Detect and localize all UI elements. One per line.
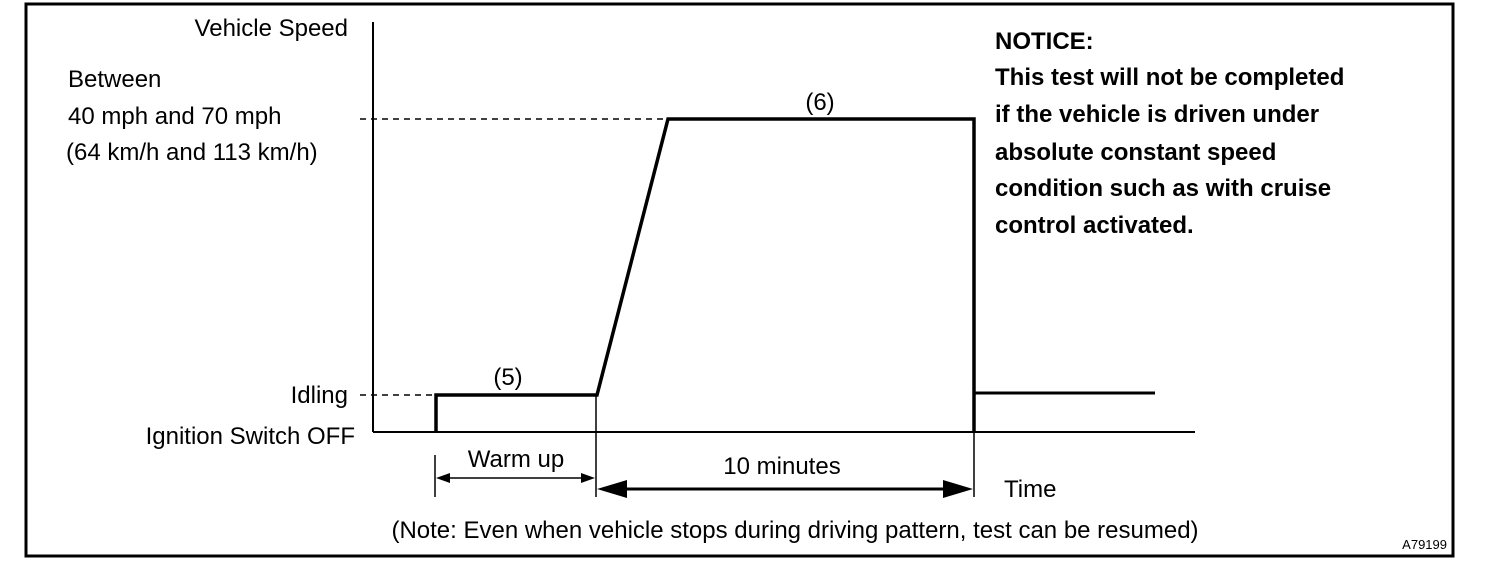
warmup-arrow-right	[581, 473, 595, 483]
warmup-arrow-left	[436, 473, 450, 483]
notice-line: condition such as with cruise	[995, 175, 1331, 202]
speed-level-line-3: (64 km/h and 113 km/h)	[66, 139, 318, 166]
step-5-label: (5)	[493, 364, 522, 391]
ten-min-arrow-right	[943, 480, 973, 498]
speed-level-line-1: Between	[68, 66, 161, 93]
x-axis-label: Time	[1004, 476, 1056, 503]
ten-min-arrow-left	[597, 480, 627, 498]
ignition-off-label: Ignition Switch OFF	[146, 423, 355, 450]
notice-line: This test will not be completed	[995, 64, 1344, 91]
ten-minutes-label: 10 minutes	[723, 453, 840, 480]
notice-line: absolute constant speed	[995, 139, 1276, 166]
y-axis-label: Vehicle Speed	[195, 15, 348, 42]
speed-profile	[434, 117, 976, 432]
speed-level-line-2: 40 mph and 70 mph	[68, 103, 281, 130]
footnote: (Note: Even when vehicle stops during dr…	[391, 517, 1198, 544]
figure-id: A79199	[1402, 537, 1447, 552]
notice-line: control activated.	[995, 212, 1194, 239]
warm-up-label: Warm up	[468, 446, 564, 473]
idling-label: Idling	[291, 382, 348, 409]
diagram-frame	[24, 2, 1455, 558]
notice-title: NOTICE:	[995, 28, 1094, 55]
notice-line: if the vehicle is driven under	[995, 101, 1319, 128]
step-6-label: (6)	[805, 89, 834, 116]
